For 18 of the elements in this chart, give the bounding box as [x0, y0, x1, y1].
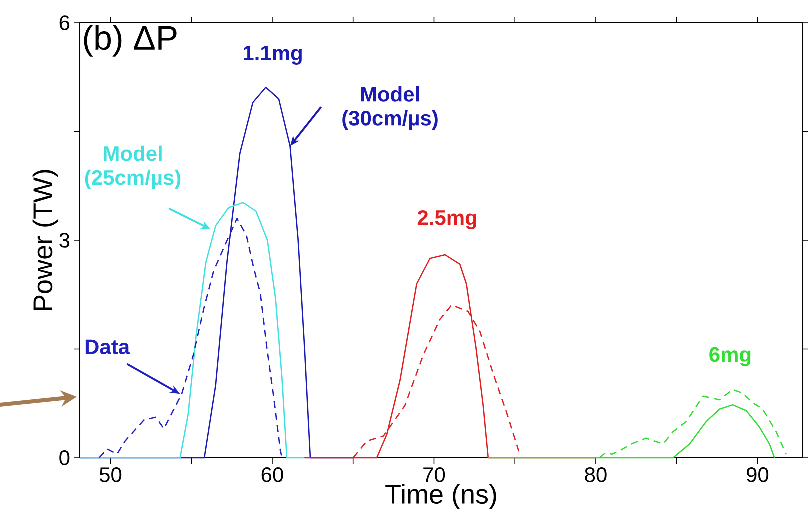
- y-axis-title: Power (TW): [32, 170, 58, 310]
- annotation: Model (30cm/µs): [342, 86, 438, 130]
- annotation: (b) ΔP: [84, 25, 177, 57]
- annotation: Model (25cm/µs): [85, 146, 181, 190]
- y-tick-label: 0: [60, 450, 70, 466]
- x-axis-title: Time (ns): [386, 484, 496, 510]
- line-series: [79, 202, 306, 459]
- y-tick-label: 3: [60, 233, 70, 248]
- annotation: 6mg: [710, 347, 751, 366]
- x-tick-label: 90: [747, 468, 769, 482]
- x-tick-label: 80: [585, 468, 607, 482]
- annotation: Data: [86, 340, 130, 355]
- annotation: 2.5mg: [418, 210, 476, 230]
- x-tick-label: 70: [424, 468, 446, 482]
- y-tick-label: 6: [60, 16, 70, 30]
- x-tick-label: 50: [100, 468, 122, 482]
- x-tick-label: 60: [262, 468, 284, 482]
- annotation: 1.1mg: [244, 46, 302, 65]
